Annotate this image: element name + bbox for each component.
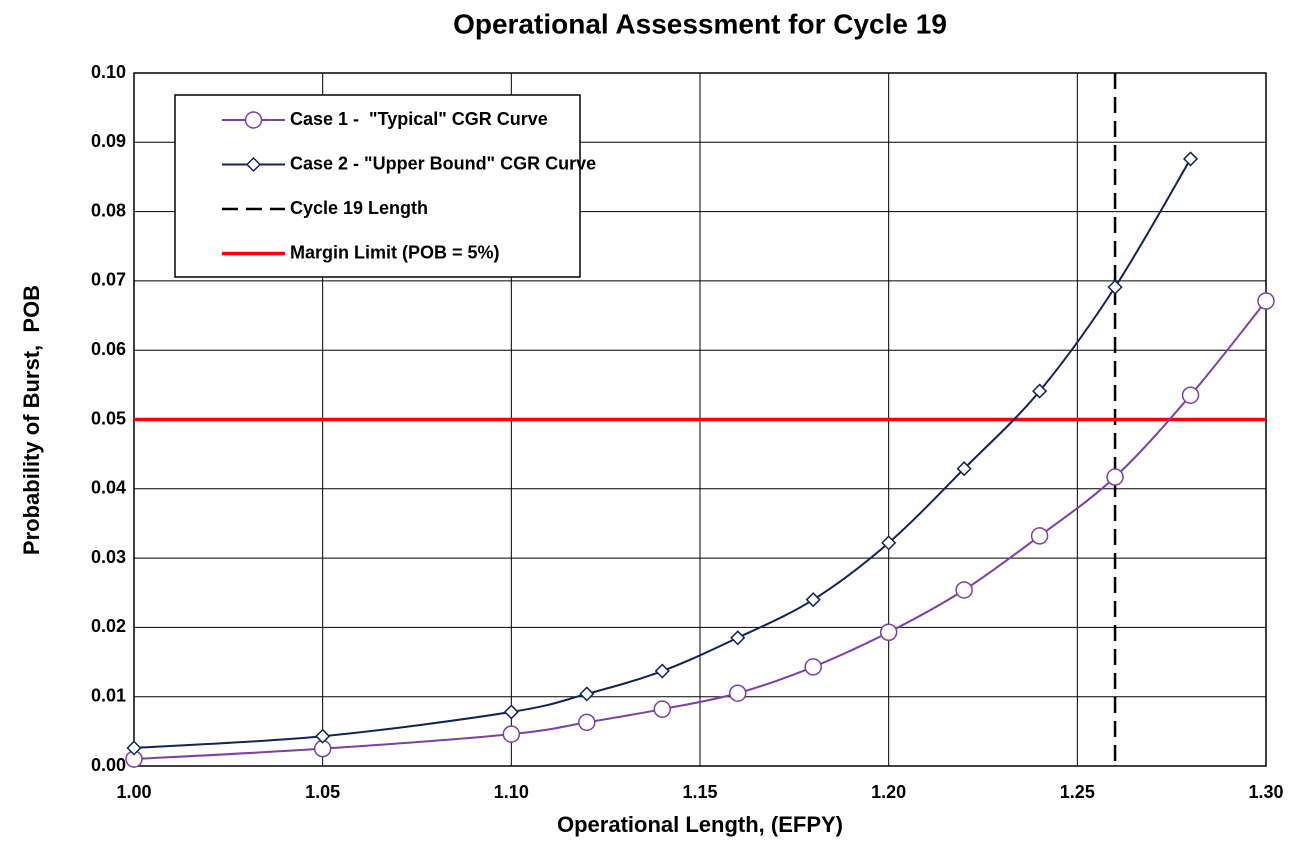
legend-label: Cycle 19 Length (290, 198, 428, 218)
y-tick-label: 0.03 (91, 547, 126, 567)
legend-label: Case 1 - "Typical" CGR Curve (290, 109, 548, 129)
x-tick-label: 1.25 (1060, 782, 1095, 802)
data-point (1030, 527, 1049, 545)
data-point (579, 686, 595, 702)
data-point (1107, 279, 1123, 295)
data-point (956, 461, 972, 477)
data-point (1181, 386, 1200, 404)
x-tick-label: 1.10 (494, 782, 529, 802)
data-point (730, 630, 746, 646)
data-point (804, 658, 822, 676)
data-point (881, 535, 897, 551)
x-tick-label: 1.05 (305, 782, 340, 802)
data-point (1182, 151, 1199, 167)
y-tick-label: 0.06 (91, 339, 126, 359)
chart-title: Operational Assessment for Cycle 19 (453, 8, 947, 39)
legend-label: Case 2 - "Upper Bound" CGR Curve (290, 153, 596, 173)
x-axis-label: Operational Length, (EFPY) (557, 812, 843, 837)
data-point (503, 704, 519, 720)
data-point (126, 740, 142, 756)
y-tick-label: 0.04 (91, 478, 126, 498)
y-tick-label: 0.00 (91, 755, 126, 775)
data-point (1257, 292, 1275, 310)
legend-box (174, 94, 581, 278)
y-tick-label: 0.01 (91, 685, 126, 705)
x-tick-label: 1.30 (1248, 782, 1283, 802)
y-tick-label: 0.09 (91, 131, 126, 151)
legend-marker (244, 111, 263, 129)
y-tick-label: 0.07 (91, 270, 126, 290)
y-axis-label: Probability of Burst, POB (19, 285, 44, 555)
data-point (653, 700, 672, 718)
data-point (654, 663, 670, 679)
data-point (315, 728, 331, 744)
data-point (805, 592, 821, 608)
y-tick-label: 0.08 (91, 200, 126, 220)
data-point (502, 725, 521, 743)
y-tick-label: 0.05 (91, 408, 126, 428)
data-point (879, 623, 898, 642)
data-point (728, 684, 747, 702)
legend-marker (245, 156, 262, 173)
x-tick-label: 1.20 (871, 782, 906, 802)
legend-label: Margin Limit (POB = 5%) (290, 242, 500, 262)
x-tick-label: 1.00 (116, 782, 151, 802)
y-tick-label: 0.02 (91, 616, 126, 636)
y-tick-label: 0.10 (91, 62, 126, 82)
data-point (1032, 383, 1048, 399)
x-tick-label: 1.15 (682, 782, 717, 802)
series-line (133, 158, 1192, 749)
data-point (578, 713, 596, 732)
data-point (955, 581, 973, 599)
data-point (1106, 468, 1124, 486)
